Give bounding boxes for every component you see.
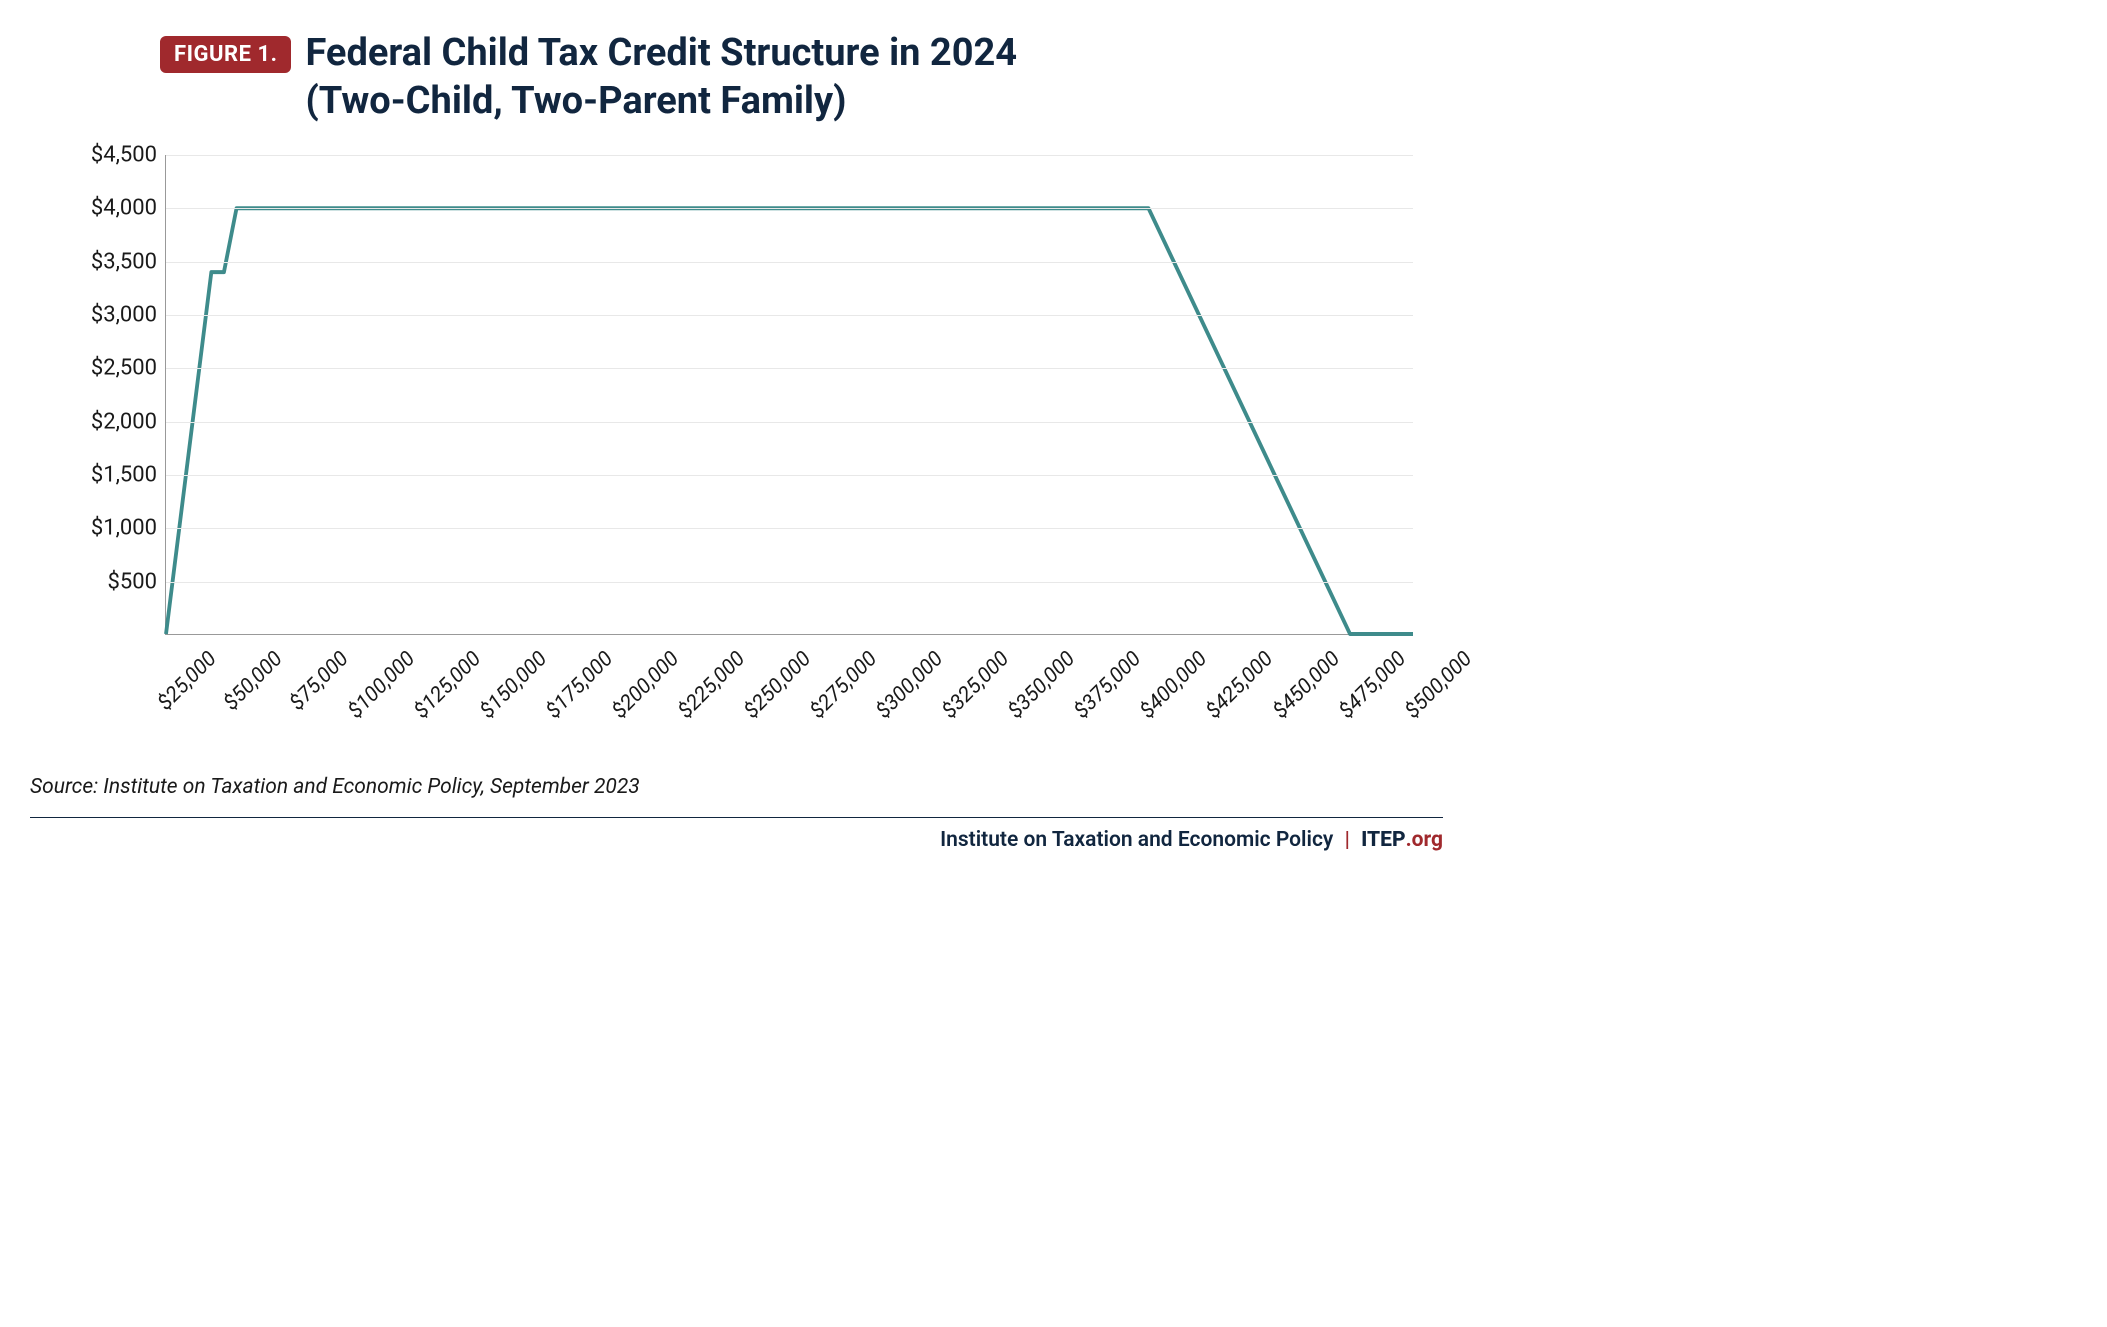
chart-header: FIGURE 1. Federal Child Tax Credit Struc… (160, 30, 1443, 125)
x-tick-label: $475,000 (1334, 647, 1410, 723)
gridline (166, 155, 1413, 156)
x-tick-label: $425,000 (1202, 647, 1278, 723)
source-text: Source: Institute on Taxation and Econom… (30, 775, 1443, 799)
x-tick-label: $150,000 (475, 647, 551, 723)
y-tick-label: $1,000 (91, 516, 157, 541)
x-tick-label: $300,000 (872, 647, 948, 723)
x-tick-label: $400,000 (1136, 647, 1212, 723)
x-tick-label: $275,000 (806, 647, 882, 723)
x-tick-label: $25,000 (153, 647, 221, 715)
line-chart-svg (166, 155, 1413, 634)
x-tick-label: $225,000 (674, 647, 750, 723)
x-tick-label: $450,000 (1268, 647, 1344, 723)
y-tick-label: $3,000 (91, 303, 157, 328)
title-line-1: Federal Child Tax Credit Structure in 20… (305, 31, 1017, 75)
footer-brand: ITEP (1361, 828, 1405, 852)
title-line-2: (Two-Child, Two-Parent Family) (305, 79, 846, 123)
y-tick-label: $2,000 (91, 409, 157, 434)
y-tick-label: $4,000 (91, 196, 157, 221)
gridline (166, 528, 1413, 529)
y-tick-label: $3,500 (91, 249, 157, 274)
x-axis: $25,000$50,000$75,000$100,000$125,000$15… (165, 635, 1413, 715)
x-tick-label: $175,000 (542, 647, 618, 723)
footer-suffix: .org (1406, 828, 1443, 852)
gridline (166, 368, 1413, 369)
x-tick-label: $375,000 (1070, 647, 1146, 723)
x-tick-label: $125,000 (409, 647, 485, 723)
gridline (166, 262, 1413, 263)
y-tick-label: $500 (108, 569, 157, 594)
x-tick-label: $200,000 (608, 647, 684, 723)
x-tick-label: $50,000 (219, 647, 287, 715)
gridline (166, 475, 1413, 476)
chart-title: Federal Child Tax Credit Structure in 20… (305, 30, 1017, 125)
y-tick-label: $1,500 (91, 463, 157, 488)
plot-area (165, 155, 1413, 635)
gridline (166, 208, 1413, 209)
footer-separator: | (1345, 828, 1350, 852)
gridline (166, 315, 1413, 316)
figure-badge: FIGURE 1. (160, 36, 291, 73)
x-tick-label: $500,000 (1400, 647, 1476, 723)
chart-area: $500 $1,000 $1,500 $2,000 $2,500 $3,000 $3,500… (60, 155, 1413, 715)
x-tick-label: $350,000 (1004, 647, 1080, 723)
gridline (166, 422, 1413, 423)
gridline (166, 582, 1413, 583)
footer: Institute on Taxation and Economic Polic… (30, 817, 1443, 852)
y-axis: $500 $1,000 $1,500 $2,000 $2,500 $3,000 $3,500… (60, 155, 165, 635)
x-tick-label: $325,000 (938, 647, 1014, 723)
x-tick-label: $100,000 (343, 647, 419, 723)
footer-org-name: Institute on Taxation and Economic Polic… (940, 828, 1333, 852)
y-tick-label: $4,500 (91, 143, 157, 168)
x-tick-label: $250,000 (740, 647, 816, 723)
y-tick-label: $2,500 (91, 356, 157, 381)
